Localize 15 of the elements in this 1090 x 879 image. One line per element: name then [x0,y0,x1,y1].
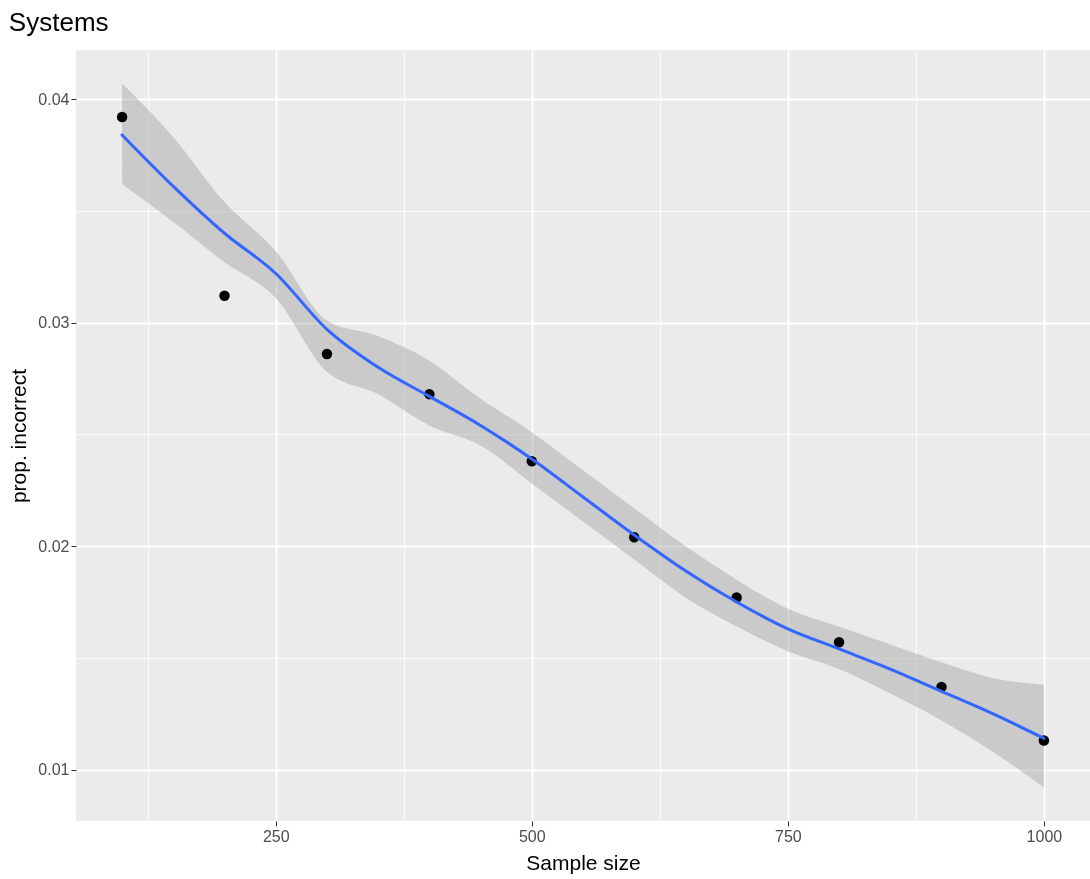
y-tick-label: 0.02 [38,537,70,555]
point [219,290,230,302]
point [833,636,845,648]
y-tick-label: 0.04 [38,90,70,108]
x-tick-label: 500 [518,827,546,845]
point [116,111,128,123]
x-tick-label: 1000 [1026,827,1063,845]
y-tick-label: 0.01 [38,761,70,779]
chart-title: Systems [8,7,109,37]
x-tick-label: 750 [775,827,802,845]
y-axis-title: prop. incorrect [7,368,31,504]
point [321,348,333,360]
x-tick-label: 250 [262,827,290,845]
x-axis-title: Sample size [526,850,641,874]
y-tick-label: 0.03 [38,314,70,332]
